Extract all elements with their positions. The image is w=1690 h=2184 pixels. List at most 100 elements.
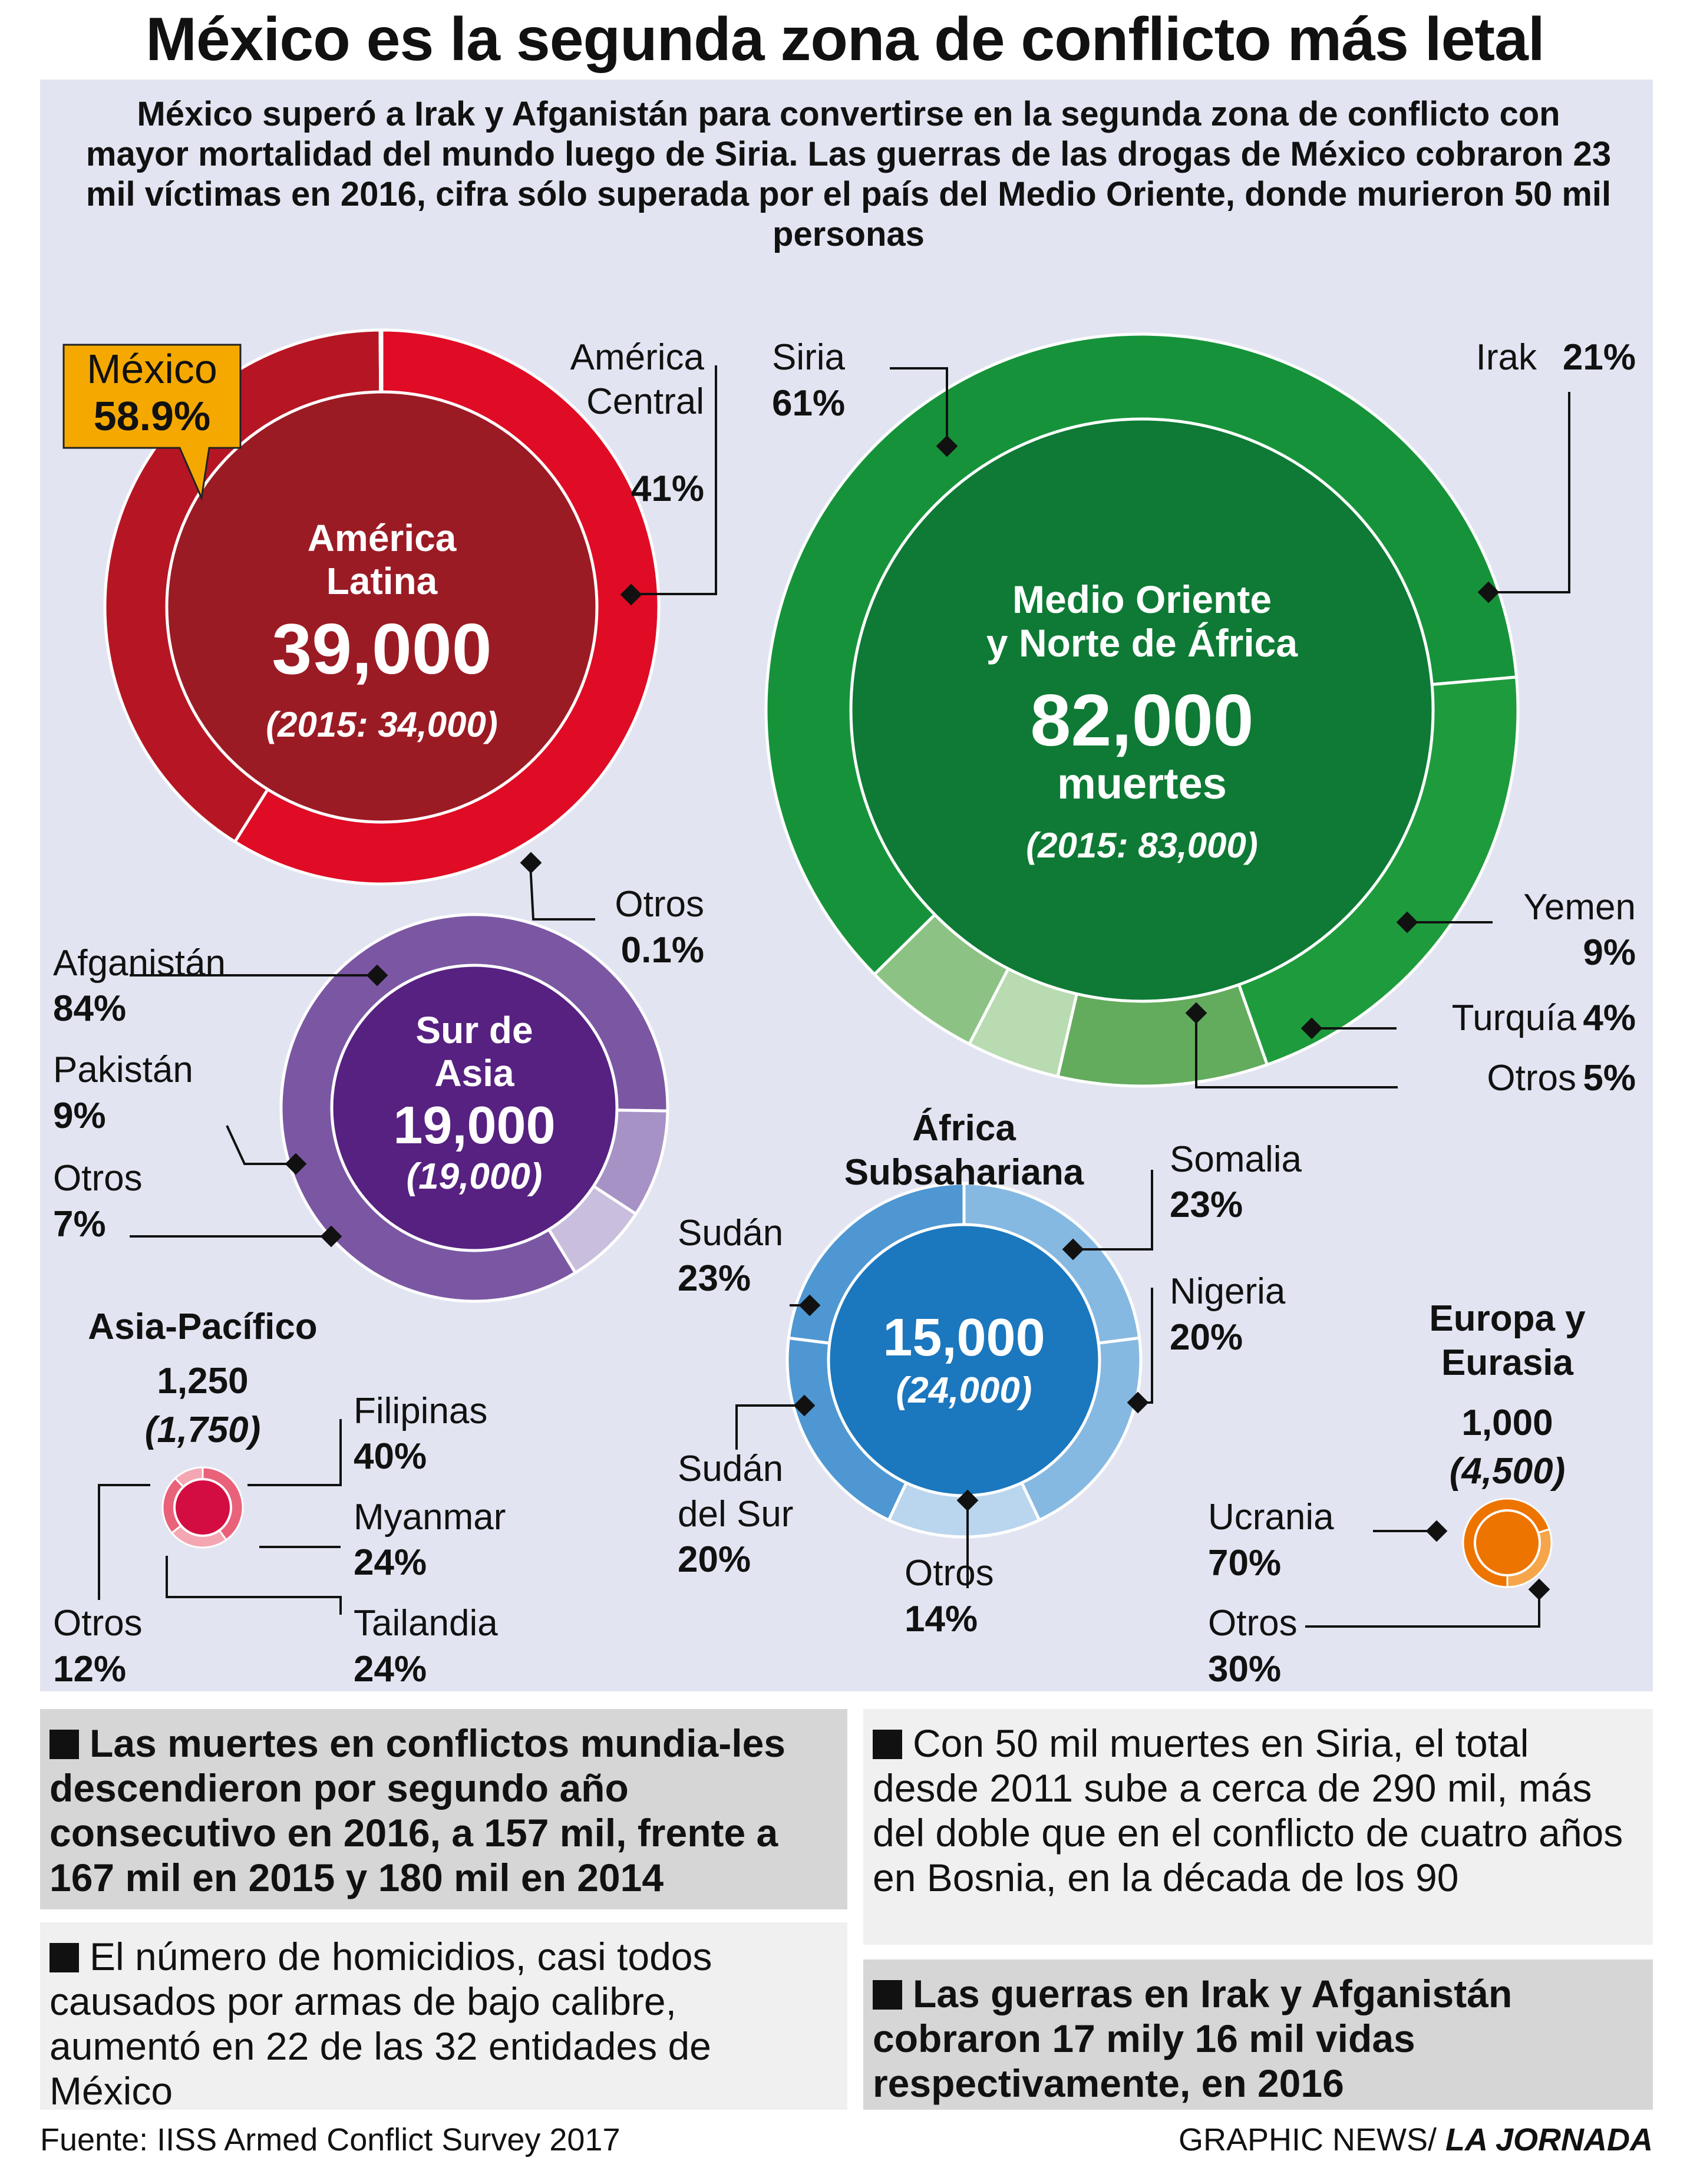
- leader-somalia: [1077, 1170, 1153, 1251]
- label-america-central-pct: 41%: [631, 469, 704, 509]
- leader-america-central: [631, 365, 717, 595]
- credit: GRAPHIC NEWS/ LA JORNADA: [1120, 2122, 1653, 2158]
- leader-eu-otros: [1305, 1591, 1540, 1628]
- note-box-3: Con 50 mil muertes en Siria, el total de…: [863, 1709, 1653, 1945]
- label-asia-otros-pct: 7%: [53, 1204, 106, 1245]
- eu-title-1: Europa y: [1429, 1298, 1586, 1339]
- mexico-callout: México 58.9%: [62, 344, 242, 502]
- label-turquia-pct: 4%: [1583, 998, 1636, 1038]
- ap-previous: (1,750): [145, 1410, 260, 1450]
- label-mena-otros: Otros: [1487, 1058, 1576, 1098]
- eu-inner-disc: [1474, 1509, 1541, 1576]
- marker-latam-otros: [520, 852, 542, 874]
- label-nigeria-pct: 20%: [1170, 1317, 1243, 1358]
- marker-yemen: [1396, 911, 1418, 933]
- label-irak: Irak: [1476, 337, 1537, 378]
- leader-markers: [285, 435, 1550, 1601]
- latam-inner-disc: [165, 390, 599, 824]
- label-ucrania: Ucrania: [1208, 1497, 1334, 1538]
- label-ap-otros-pct: 12%: [53, 1649, 126, 1690]
- afr-total: 15,000: [883, 1308, 1045, 1367]
- asia-title-2: Asia: [434, 1052, 514, 1094]
- label-mena-otros-pct: 5%: [1583, 1058, 1636, 1098]
- label-afr-otros: Otros: [905, 1553, 994, 1594]
- marker-turquia: [1300, 1017, 1323, 1040]
- label-filipinas-pct: 40%: [354, 1436, 427, 1477]
- marker-eu-otros: [1528, 1578, 1550, 1601]
- label-sudan: Sudán: [678, 1213, 783, 1253]
- label-irak-pct: 21%: [1563, 337, 1636, 378]
- leader-tailandia: [166, 1556, 342, 1615]
- label-turquia: Turquía: [1452, 998, 1577, 1038]
- note-1-text: Las muertes en conflictos mundia-les des…: [49, 1721, 785, 1899]
- note-box-4: Las guerras en Irak y Afganistán cobraro…: [863, 1959, 1653, 2110]
- latam-previous: (2015: 34,000): [266, 705, 498, 744]
- marker-america-central: [620, 583, 642, 606]
- bullet-square-icon: [49, 1730, 79, 1759]
- leader-irak: [1491, 392, 1570, 593]
- latam-title-2: Latina: [326, 560, 438, 602]
- marker-sudan: [798, 1294, 821, 1317]
- credit-paper: LA JORNADA: [1445, 2122, 1653, 2157]
- note-3-text: Con 50 mil muertes en Siria, el total de…: [873, 1721, 1623, 1899]
- label-america-central-2: Central: [586, 381, 704, 422]
- label-america-central-1: América: [570, 337, 705, 378]
- leader-latam-otros: [529, 864, 595, 921]
- marker-nigeria: [1127, 1391, 1149, 1414]
- label-ucrania-pct: 70%: [1208, 1543, 1281, 1583]
- label-eu-otros: Otros: [1208, 1603, 1298, 1644]
- afr-previous: (24,000): [896, 1370, 1032, 1411]
- label-tailandia-pct: 24%: [354, 1649, 427, 1690]
- label-somalia: Somalia: [1170, 1139, 1302, 1180]
- mena-title-1: Medio Oriente: [1012, 578, 1272, 621]
- asia-previous: (19,000): [407, 1156, 543, 1197]
- eu-title-2: Eurasia: [1441, 1342, 1574, 1383]
- marker-irak: [1477, 581, 1500, 603]
- note-2-text: El número de homicidios, casi todos caus…: [49, 1935, 712, 2113]
- label-eu-otros-pct: 30%: [1208, 1649, 1281, 1690]
- ap-inner-disc: [173, 1478, 232, 1537]
- label-sudan-sur-1: Sudán: [678, 1449, 783, 1489]
- leader-siria: [890, 367, 948, 448]
- asia-inner-disc: [330, 964, 619, 1252]
- leader-filipinas: [247, 1419, 342, 1486]
- credit-agency: GRAPHIC NEWS/: [1178, 2122, 1445, 2157]
- leader-sudan-sur: [735, 1404, 801, 1450]
- label-asia-otros: Otros: [53, 1158, 143, 1199]
- label-sudan-sur-pct: 20%: [678, 1539, 751, 1580]
- note-box-2: El número de homicidios, casi todos caus…: [40, 1922, 847, 2113]
- marker-afganistan: [366, 964, 388, 987]
- marker-ucrania: [1425, 1520, 1448, 1542]
- label-filipinas: Filipinas: [354, 1391, 487, 1431]
- mexico-label: México: [87, 346, 217, 392]
- label-myanmar-pct: 24%: [354, 1542, 427, 1583]
- mena-unit: muertes: [1057, 759, 1227, 808]
- mexico-pct: 58.9%: [94, 393, 210, 439]
- label-siria: Siria: [772, 337, 846, 378]
- label-somalia-pct: 23%: [1170, 1185, 1243, 1225]
- mena-inner-disc: [849, 417, 1435, 1003]
- marker-mena-otros: [1185, 1002, 1207, 1024]
- eu-previous: (4,500): [1450, 1451, 1565, 1492]
- label-sudan-sur-2: del Sur: [678, 1494, 793, 1535]
- intro-text: México superó a Irak y Afganistán para c…: [85, 95, 1612, 253]
- mena-total: 82,000: [1030, 680, 1253, 761]
- asia-total: 19,000: [393, 1096, 555, 1155]
- note-box-1: Las muertes en conflictos mundia-les des…: [40, 1709, 847, 1909]
- label-yemen-pct: 9%: [1583, 932, 1636, 973]
- marker-siria: [936, 435, 958, 457]
- note-4-text: Las guerras en Irak y Afganistán cobraro…: [873, 1972, 1513, 2105]
- label-latam-otros-pct: 0.1%: [621, 930, 704, 971]
- marker-somalia: [1062, 1238, 1084, 1261]
- bullet-square-icon: [49, 1943, 79, 1972]
- mena-previous: (2015: 83,000): [1026, 826, 1258, 865]
- label-ap-otros: Otros: [53, 1603, 143, 1644]
- label-nigeria: Nigeria: [1170, 1271, 1286, 1312]
- source-text: Fuente: IISS Armed Conflict Survey 2017: [40, 2122, 620, 2157]
- label-tailandia: Tailandia: [354, 1603, 498, 1644]
- label-pakistan: Pakistán: [53, 1050, 193, 1090]
- ap-title: Asia-Pacífico: [88, 1307, 317, 1347]
- leader-pakistan: [226, 1125, 292, 1165]
- label-pakistan-pct: 9%: [53, 1096, 106, 1136]
